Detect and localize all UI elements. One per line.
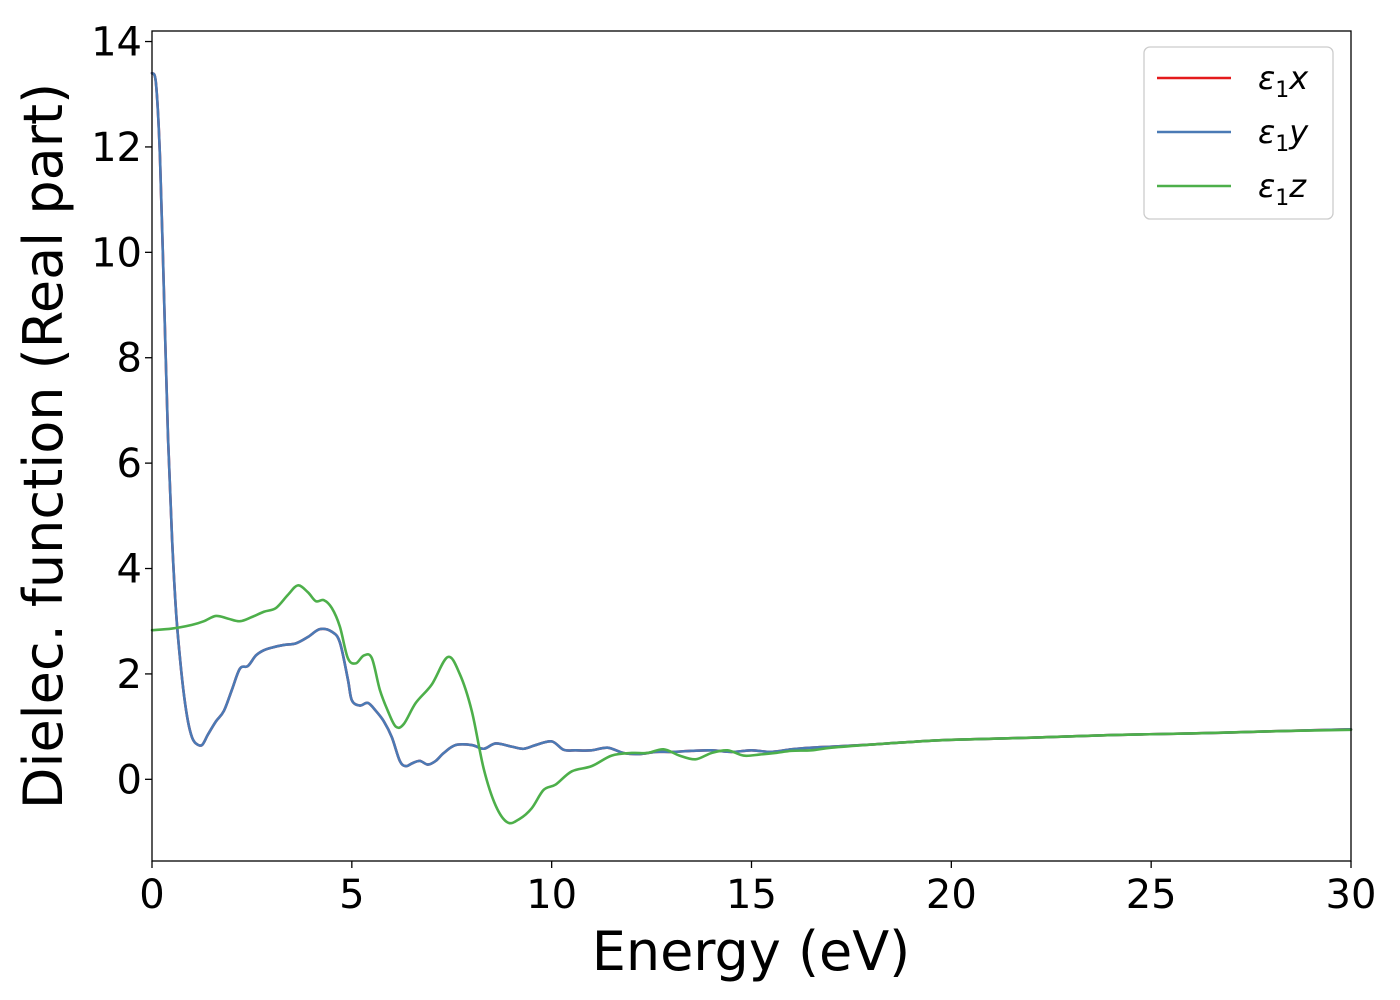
y-tick-label: 2	[117, 652, 142, 698]
x-tick-label: 20	[926, 872, 977, 918]
legend-box	[1143, 46, 1334, 220]
y-tick-label: 0	[117, 757, 142, 803]
y-tick-label: 12	[91, 125, 142, 171]
x-axis-ticks: 0 5 10 15 20 25 30	[139, 861, 1376, 918]
y-axis-title: Dielec. function (Real part)	[12, 83, 75, 809]
legend-label-2: ε1y	[1258, 113, 1309, 157]
x-axis-title: Energy (eV)	[592, 920, 911, 983]
series-line-2	[150, 71, 1353, 768]
legend: ε1x ε1y ε1z	[1143, 46, 1334, 220]
series-line-3	[150, 584, 1353, 825]
legend-label-3: ε1z	[1258, 167, 1307, 211]
x-tick-label: 25	[1126, 872, 1177, 918]
legend-label-1: ε1x	[1258, 59, 1309, 103]
y-axis-ticks: 0 2 4 6 8 10 12 14	[91, 20, 152, 803]
y-tick-label: 8	[117, 336, 142, 382]
x-tick-label: 5	[339, 872, 364, 918]
series-lines	[150, 71, 1353, 825]
x-tick-label: 30	[1326, 872, 1377, 918]
y-tick-label: 4	[117, 547, 142, 593]
y-tick-label: 14	[91, 20, 142, 66]
y-tick-label: 6	[117, 441, 142, 487]
x-tick-label: 15	[726, 872, 777, 918]
y-tick-label: 10	[91, 230, 142, 276]
x-tick-label: 0	[139, 872, 164, 918]
x-tick-label: 10	[526, 872, 577, 918]
